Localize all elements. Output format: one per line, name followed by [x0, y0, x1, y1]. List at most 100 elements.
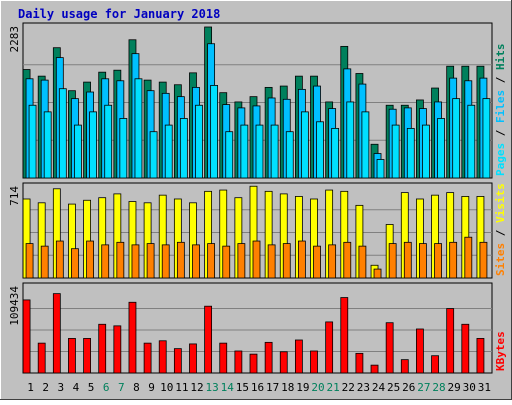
bar-pages-day-21 — [331, 127, 340, 179]
x-tick-label-day-22: 22 — [342, 381, 355, 394]
legend-entry-sites: Sites — [494, 243, 507, 276]
x-tick-label-day-10: 10 — [160, 381, 173, 394]
legend-entry-files: Files — [494, 90, 507, 123]
bar-sites-day-26 — [403, 241, 412, 279]
x-tick-label-day-18: 18 — [281, 381, 294, 394]
x-tick-label-day-16: 16 — [251, 381, 264, 394]
x-axis-labels: 1 2 3 4 5 6 7 8 9 10 11 12 13 14 15 16 17 18 19 20 21 22 23 24 2… — [27, 381, 491, 394]
x-tick-label-day-12: 12 — [190, 381, 203, 394]
bar-kbytes-day-5 — [83, 338, 91, 374]
bar-sites-day-7 — [116, 241, 125, 279]
bar-sites-day-24 — [373, 268, 382, 279]
x-tick-label-day-27: 27 — [417, 381, 430, 394]
legend-separator: / — [494, 123, 507, 143]
bar-pages-day-18 — [285, 131, 294, 179]
bar-kbytes-day-17 — [264, 341, 273, 374]
x-tick-label-day-23: 23 — [357, 381, 370, 394]
x-tick-label-day-4: 4 — [73, 381, 80, 394]
bar-sites-day-14 — [222, 245, 231, 279]
bar-kbytes-day-1 — [22, 299, 31, 374]
bar-kbytes-day-11 — [173, 348, 182, 374]
bar-pages-day-10 — [164, 124, 173, 179]
bar-pages-day-27 — [422, 124, 430, 179]
bar-pages-day-17 — [270, 124, 279, 179]
bar-kbytes-day-10 — [158, 340, 167, 374]
x-tick-label-day-21: 21 — [327, 381, 340, 394]
bar-kbytes-day-16 — [249, 353, 258, 374]
bar-pages-day-16 — [255, 124, 264, 179]
bar-kbytes-day-7 — [113, 325, 122, 374]
x-tick-label-day-5: 5 — [88, 381, 95, 394]
bar-sites-day-28 — [434, 243, 442, 279]
bar-sites-day-5 — [86, 240, 94, 279]
bar-sites-day-6 — [101, 244, 110, 279]
bar-sites-day-29 — [449, 241, 458, 279]
bar-kbytes-day-23 — [355, 352, 364, 374]
bar-kbytes-day-15 — [234, 350, 243, 374]
bar-kbytes-day-20 — [310, 350, 318, 374]
bar-pages-day-6 — [104, 104, 113, 179]
x-tick-label-day-29: 29 — [448, 381, 461, 394]
x-tick-label-day-8: 8 — [133, 381, 140, 394]
legend-separator: / — [494, 223, 507, 243]
bar-sites-day-2 — [40, 245, 49, 279]
x-tick-label-day-15: 15 — [236, 381, 249, 394]
bar-pages-day-11 — [179, 118, 188, 179]
panel-kbytes: 109434 KBytes — [8, 282, 507, 374]
bar-kbytes-day-2 — [37, 342, 46, 374]
bar-sites-day-17 — [267, 244, 276, 279]
x-tick-label-day-25: 25 — [387, 381, 400, 394]
bar-pages-day-14 — [225, 131, 234, 179]
bar-sites-day-10 — [161, 244, 170, 279]
y-max-label: 714 — [8, 186, 21, 206]
y-max-label: 109434 — [8, 286, 21, 326]
legend-entry-kbytes: KBytes — [494, 331, 507, 371]
bar-pages-day-24 — [376, 159, 385, 179]
bar-pages-day-25 — [391, 124, 400, 179]
x-tick-label-day-9: 9 — [148, 381, 155, 394]
legend-entry-visits: Visits — [494, 183, 507, 223]
legend-entry-pages: Pages — [494, 143, 507, 176]
bar-sites-day-31 — [479, 241, 488, 279]
bar-sites-day-22 — [343, 241, 352, 279]
bar-kbytes-day-25 — [385, 322, 394, 374]
x-tick-label-day-26: 26 — [402, 381, 415, 394]
bar-sites-day-18 — [282, 243, 291, 279]
x-tick-label-day-19: 19 — [296, 381, 309, 394]
bar-pages-day-31 — [482, 98, 491, 179]
bar-sites-day-20 — [313, 245, 321, 279]
bar-kbytes-day-28 — [431, 355, 439, 374]
legend-separator: / — [494, 70, 507, 90]
bar-pages-day-13 — [210, 85, 219, 179]
bar-pages-day-15 — [240, 124, 249, 179]
bar-kbytes-day-9 — [143, 342, 152, 374]
bar-pages-day-4 — [74, 124, 82, 179]
bar-kbytes-day-29 — [446, 308, 455, 374]
x-tick-label-day-14: 14 — [221, 381, 235, 394]
bar-pages-day-22 — [346, 101, 355, 179]
bar-kbytes-day-14 — [219, 342, 228, 374]
bar-sites-day-13 — [207, 243, 216, 279]
x-tick-label-day-17: 17 — [266, 381, 279, 394]
x-tick-label-day-13: 13 — [205, 381, 218, 394]
chart-panels: 2283 Pages / Files / Hits 714 Sites / Visit… — [8, 22, 507, 374]
bar-pages-day-5 — [89, 111, 97, 179]
bar-kbytes-day-22 — [340, 297, 349, 374]
bar-kbytes-day-31 — [476, 338, 485, 374]
bar-sites-day-25 — [388, 243, 397, 279]
bar-sites-day-9 — [146, 243, 155, 279]
legend-kbytes: KBytes — [494, 331, 507, 371]
bar-sites-day-27 — [419, 243, 427, 279]
legend-visits-sites: Sites / Visits — [494, 183, 507, 276]
bar-pages-day-3 — [58, 88, 67, 179]
bar-sites-day-4 — [71, 248, 79, 279]
bar-pages-day-9 — [149, 131, 158, 179]
x-tick-label-day-1: 1 — [27, 381, 34, 394]
bar-pages-day-30 — [467, 104, 476, 179]
bar-sites-day-19 — [297, 240, 306, 279]
bar-sites-day-1 — [25, 243, 34, 279]
x-tick-label-day-24: 24 — [372, 381, 386, 394]
x-tick-label-day-2: 2 — [42, 381, 49, 394]
bar-sites-day-15 — [237, 243, 246, 279]
